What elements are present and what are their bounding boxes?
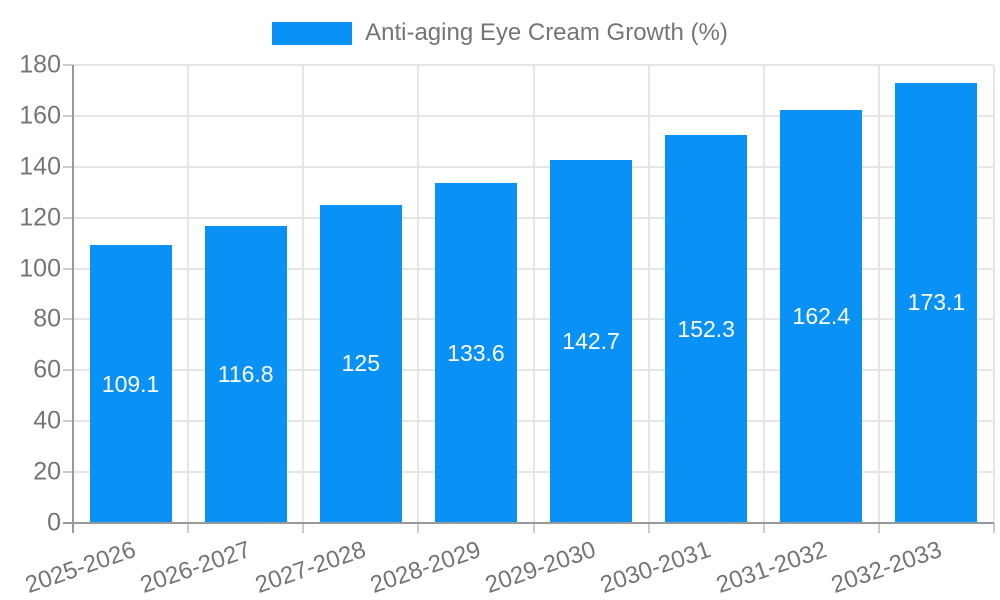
chart-legend: Anti-aging Eye Cream Growth (%) [0,19,1000,47]
x-axis-tick-label: 2030-2031 [597,536,715,599]
bar: 109.1 [89,245,172,523]
y-tick-mark [63,318,73,321]
y-tick-mark [63,369,73,372]
x-tick-mark [877,523,880,533]
y-axis-tick-label: 120 [19,203,61,232]
bar: 173.1 [895,82,978,523]
y-tick-mark [63,267,73,270]
y-axis-tick-label: 0 [47,508,61,537]
x-tick-mark [647,523,650,533]
x-tick-mark [532,523,535,533]
x-tick-mark [302,523,305,533]
y-tick-mark [63,471,73,474]
bar-value-label: 125 [341,350,380,377]
x-gridline [187,65,190,523]
y-axis-tick-label: 100 [19,254,61,283]
y-axis-tick-label: 60 [33,355,61,384]
bar: 162.4 [780,109,863,523]
bar-value-label: 173.1 [907,289,966,316]
y-tick-mark [63,114,73,117]
legend-color-swatch [272,21,353,45]
legend-series-label: Anti-aging Eye Cream Growth (%) [365,19,728,46]
y-axis-tick-label: 20 [33,457,61,486]
x-gridline [302,65,305,523]
x-axis-tick-label: 2031-2032 [712,536,830,599]
x-axis-tick-label: 2027-2028 [251,536,370,599]
x-gridline [877,65,880,523]
bar: 152.3 [665,135,748,523]
y-axis-tick-label: 140 [19,152,61,181]
x-gridline [417,65,420,523]
x-tick-mark [187,523,190,533]
bar: 133.6 [434,183,517,523]
y-axis-tick-label: 80 [33,304,61,333]
bar: 116.8 [204,225,287,523]
bar-value-label: 152.3 [677,315,735,342]
x-gridline [532,65,535,523]
bar-value-label: 116.8 [217,360,274,387]
y-tick-mark [63,64,73,66]
x-gridline [762,65,765,523]
x-tick-mark [417,523,420,533]
y-tick-mark [63,165,73,168]
y-axis-line [72,65,74,533]
bar-value-label: 162.4 [792,302,851,329]
y-tick-mark [63,216,73,219]
bar-value-label: 109.1 [101,370,160,397]
bar: 142.7 [550,159,633,523]
bar-value-label: 142.7 [562,327,620,354]
x-axis-tick-label: 2032-2033 [827,536,945,599]
y-axis-tick-label: 40 [33,406,61,435]
x-tick-mark [762,523,765,533]
x-gridline [993,65,995,523]
y-tick-mark [63,420,73,423]
y-axis-tick-label: 160 [19,101,61,130]
bar: 125 [319,204,402,523]
x-axis-tick-label: 2028-2029 [367,536,485,599]
x-axis-line [63,522,994,524]
bar-value-label: 133.6 [447,339,505,366]
x-gridline [647,65,650,523]
x-axis-tick-label: 2029-2030 [482,536,600,599]
x-axis-tick-label: 2025-2026 [21,536,140,599]
x-axis-tick-label: 2026-2027 [136,536,255,599]
x-tick-mark [993,523,995,533]
y-axis-tick-label: 180 [19,50,61,79]
